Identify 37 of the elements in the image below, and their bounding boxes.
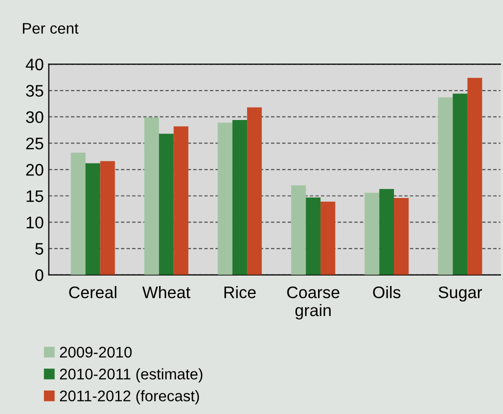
bar (364, 192, 380, 275)
bar (100, 161, 115, 275)
legend-label: 2009-2010 (60, 346, 132, 358)
y-tick-label: 0 (35, 269, 44, 282)
bar (394, 198, 409, 275)
x-tick-label: Cereal (69, 286, 116, 298)
bar (174, 126, 188, 275)
y-axis-title: Per cent (22, 23, 78, 34)
y-tick-label: 40 (26, 58, 44, 70)
y-tick-label: 30 (26, 111, 44, 124)
legend-label: 2010-2011 (estimate) (60, 368, 202, 382)
y-tick-label: 10 (26, 216, 44, 228)
bar (320, 202, 336, 275)
x-tick-label: Oils (373, 286, 400, 298)
bar (70, 152, 86, 275)
legend-label: 2011-2012 (forecast) (60, 390, 199, 404)
y-tick-label: 15 (26, 190, 44, 202)
bar (144, 117, 159, 275)
bar (379, 189, 394, 275)
bar (467, 78, 482, 275)
bar (452, 94, 468, 275)
x-tick-label: Sugar (438, 286, 482, 302)
bar (158, 134, 174, 275)
bar (86, 163, 100, 275)
bar (306, 197, 321, 275)
bar (218, 122, 232, 275)
y-tick-label: 35 (26, 84, 44, 97)
y-tick-label: 25 (26, 138, 44, 150)
x-tick-label: Wheat (142, 286, 190, 298)
y-tick-label: 5 (35, 243, 44, 255)
x-tick-label: Coarse grain (287, 286, 340, 320)
bar (232, 120, 248, 275)
x-tick-label: Rice (224, 286, 256, 298)
y-tick-label: 20 (26, 164, 44, 176)
bar (247, 107, 262, 275)
bar (438, 97, 453, 275)
bar (291, 185, 306, 275)
